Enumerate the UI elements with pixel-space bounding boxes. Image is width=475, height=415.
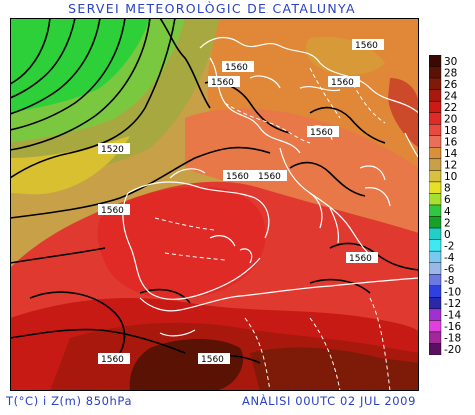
legend-swatch — [429, 112, 442, 125]
legend-swatch — [429, 55, 442, 67]
temperature-map: 1560 1560 1560 1560 1520 1560 1560 1560 … — [10, 18, 419, 391]
legend-label: 14 — [444, 148, 458, 160]
legend-label: 20 — [444, 113, 457, 125]
cold-zone-lightgreen — [10, 18, 185, 143]
legend-label: -18 — [444, 333, 461, 345]
legend-swatch — [429, 77, 442, 90]
country-borders — [154, 67, 391, 391]
contour-label: 1560 — [258, 172, 281, 182]
legend-swatch — [429, 216, 442, 229]
hot-zone-iberia — [97, 186, 266, 299]
legend-swatch — [429, 297, 442, 310]
legend-label: -14 — [444, 310, 461, 322]
yellow-patch-east — [305, 36, 385, 75]
legend-swatch — [429, 308, 442, 321]
geopotential-contours — [10, 18, 419, 364]
legend-swatch — [429, 158, 442, 171]
legend-swatch — [429, 320, 442, 333]
contour-label: 1560 — [331, 78, 354, 88]
legend-label: 4 — [444, 206, 451, 218]
legend-label: -20 — [444, 344, 461, 355]
legend-swatch — [429, 250, 442, 263]
legend-label: 26 — [444, 79, 458, 91]
legend-swatch — [429, 181, 442, 194]
legend-label: 8 — [444, 183, 451, 195]
legend-label: -6 — [444, 263, 455, 275]
legend-label: -4 — [444, 252, 455, 264]
map-frame — [10, 18, 419, 391]
warm-zone-orange-2 — [185, 108, 419, 238]
legend-swatch — [429, 170, 442, 183]
legend-swatch — [429, 285, 442, 298]
legend-label: 24 — [444, 90, 458, 102]
legend-swatch — [429, 147, 442, 160]
contour-label: 1560 — [355, 41, 378, 51]
footer-variables: T(°C) i Z(m) 850hPa — [6, 394, 133, 408]
legend-label: -8 — [444, 275, 454, 287]
legend-label: 6 — [444, 194, 451, 206]
legend-swatch — [429, 66, 442, 79]
legend-swatch — [429, 274, 442, 286]
legend-swatch — [429, 100, 442, 113]
temperature-legend: 302826242220181614121086420-2-4-6-8-10-1… — [429, 55, 461, 355]
contour-label: 1560 — [101, 206, 124, 216]
legend-label: 12 — [444, 160, 457, 172]
legend-label: 18 — [444, 125, 457, 137]
legend-swatch — [429, 227, 442, 240]
cool-zone-olive — [10, 18, 220, 188]
legend-label: 22 — [444, 102, 457, 114]
legend-swatch — [429, 331, 442, 344]
legend-swatch — [429, 343, 442, 355]
contour-label: 1560 — [225, 63, 248, 73]
contour-label: 1560 — [226, 172, 249, 182]
legend-label: -16 — [444, 321, 461, 333]
legend-swatch — [429, 262, 442, 275]
contour-label: 1520 — [101, 145, 124, 155]
legend-label: 0 — [444, 229, 451, 241]
contour-label: 1560 — [201, 355, 224, 365]
legend-label: -2 — [444, 240, 454, 252]
legend-swatch — [429, 135, 442, 148]
legend-swatch — [429, 124, 442, 136]
legend-swatch — [429, 204, 442, 217]
contour-label: 1560 — [310, 128, 333, 138]
orange-patch-1 — [388, 78, 419, 148]
legend-swatch — [429, 89, 442, 102]
contour-label: 1560 — [211, 78, 234, 88]
legend-label: -12 — [444, 298, 461, 310]
footer-analysis: ANÀLISI 00UTC 02 JUL 2009 — [242, 394, 416, 408]
legend-swatch — [429, 239, 442, 252]
legend-label: 16 — [444, 137, 458, 149]
legend-label: 30 — [444, 56, 457, 68]
contour-label: 1560 — [101, 355, 124, 365]
contour-label: 1560 — [349, 254, 372, 264]
legend-label: 28 — [444, 67, 457, 79]
legend-swatch — [429, 193, 442, 206]
legend-label: 2 — [444, 217, 451, 229]
legend-label: 10 — [444, 171, 457, 183]
legend-label: -10 — [444, 287, 461, 299]
hot-zone-core — [129, 339, 244, 391]
map-title: SERVEI METEOROLÒGIC DE CATALUNYA — [68, 1, 356, 16]
